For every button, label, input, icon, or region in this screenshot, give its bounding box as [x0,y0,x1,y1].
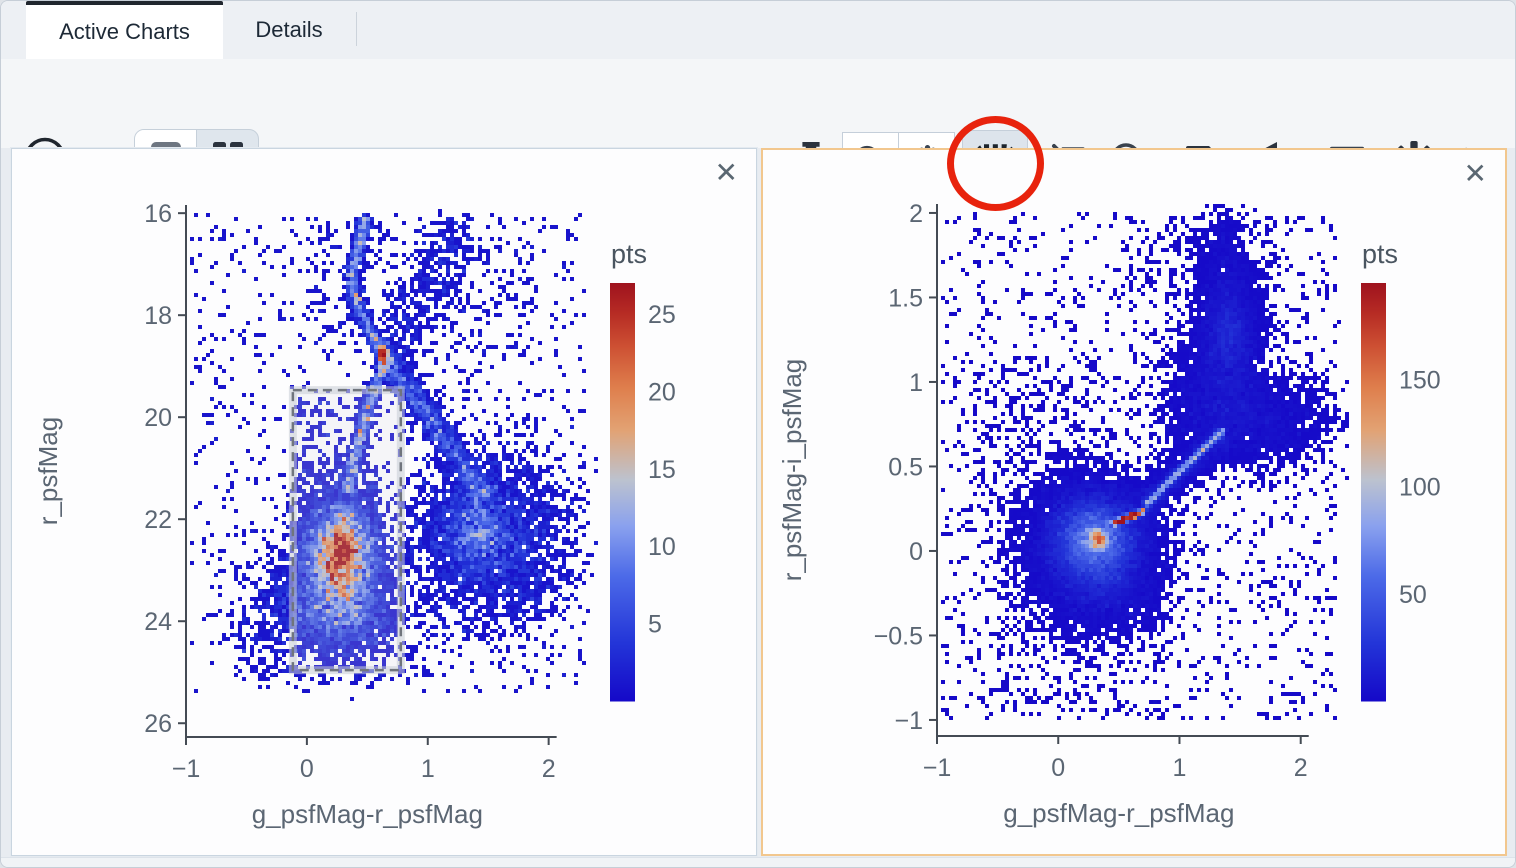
charts-container: ✕ ✕ [1,148,1515,857]
tab-bar: Active Charts Details [1,1,1515,59]
tab-details-label: Details [255,17,323,42]
tab-active-charts[interactable]: Active Charts [26,1,223,59]
tab-divider [356,12,357,46]
chart-panel-cmd: ✕ [11,148,757,856]
tab-active-charts-label: Active Charts [59,19,190,44]
color-color-heatmap-canvas[interactable] [763,150,1505,854]
close-chart-button[interactable]: ✕ [711,155,742,191]
chart-panel-color-color: ✕ [761,148,1507,856]
bottom-strip [1,857,1515,867]
close-chart-button[interactable]: ✕ [1460,156,1491,192]
cmd-heatmap-canvas[interactable] [12,149,756,855]
chart-toolbar: 1X [1,59,1515,211]
tab-details[interactable]: Details [223,1,355,59]
